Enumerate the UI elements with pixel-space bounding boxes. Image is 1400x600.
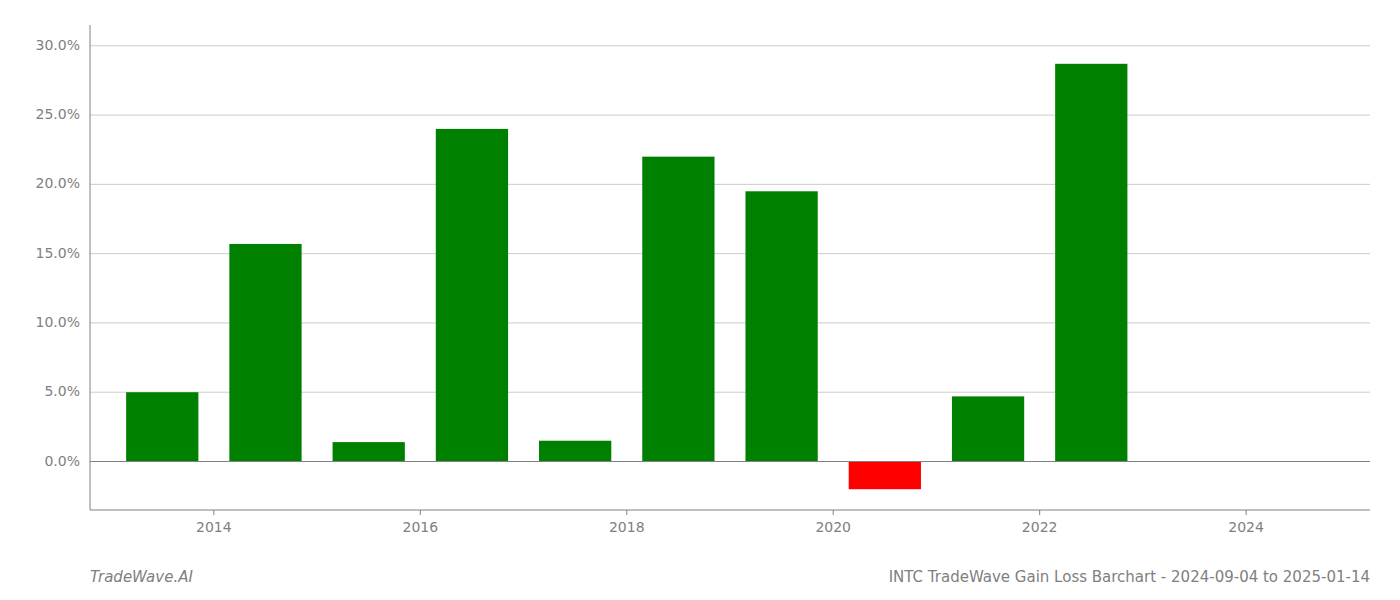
grid-line (90, 115, 1370, 116)
x-tick-label: 2016 (403, 519, 439, 535)
x-tick (833, 510, 834, 515)
y-tick-label: 10.0% (36, 314, 80, 330)
bar (849, 462, 921, 490)
x-tick-label: 2024 (1228, 519, 1264, 535)
bar (126, 392, 198, 461)
bars (126, 64, 1127, 489)
watermark: TradeWave.AI (90, 568, 193, 586)
bar (229, 244, 301, 462)
x-tick (626, 510, 627, 515)
chart: 0.0% 5.0% 10.0% 15.0% 20.0% 25.0% 30.0% 2014 201… (0, 0, 1400, 600)
x-tick (1246, 510, 1247, 515)
y-tick-label: 20.0% (36, 175, 80, 191)
x-tick-label: 2022 (1022, 519, 1058, 535)
bar (952, 396, 1024, 461)
y-tick-label: 0.0% (44, 453, 80, 469)
bar (436, 129, 508, 462)
y-tick-label: 30.0% (36, 37, 80, 53)
title: INTC TradeWave Gain Loss Barchart - 2024… (889, 568, 1370, 586)
x-tick-label: 2018 (609, 519, 645, 535)
zero-line (90, 461, 1370, 462)
x-tick (1039, 510, 1040, 515)
grid-line (90, 45, 1370, 46)
bar (642, 157, 714, 462)
y-tick-label: 5.0% (44, 383, 80, 399)
x-axis-line (90, 510, 1370, 511)
y-axis-line (90, 25, 91, 510)
y-tick-label: 25.0% (36, 106, 80, 122)
x-tick-label: 2014 (196, 519, 232, 535)
bar (745, 191, 817, 461)
y-tick-label: 15.0% (36, 245, 80, 261)
y-grid (90, 46, 1370, 462)
x-tick (213, 510, 214, 515)
x-tick-label: 2020 (815, 519, 851, 535)
bar (1055, 64, 1127, 462)
bar (333, 442, 405, 461)
grid-line (90, 184, 1370, 185)
bar (539, 441, 611, 462)
grid-line (90, 461, 1370, 462)
x-tick (420, 510, 421, 515)
